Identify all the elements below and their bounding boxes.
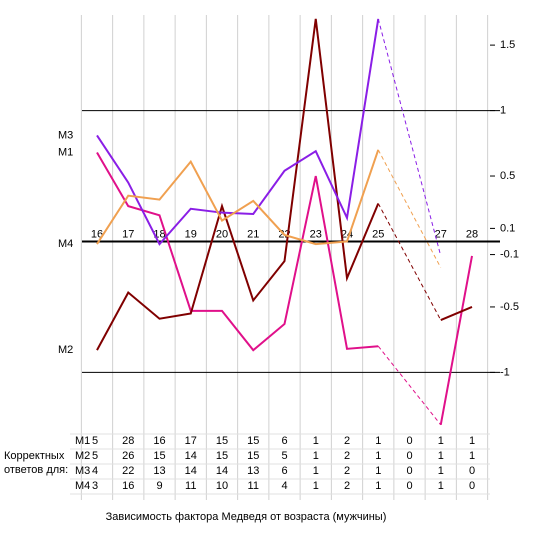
count: 4 — [281, 480, 287, 492]
count: 1 — [469, 435, 475, 447]
count: 15 — [153, 450, 165, 462]
count: 10 — [216, 480, 228, 492]
legend-label: M4 — [58, 238, 73, 250]
count: 15 — [247, 450, 259, 462]
count: 5 — [92, 450, 98, 462]
x-tick-label: 25 — [372, 228, 384, 240]
count: 22 — [122, 465, 134, 477]
count: 15 — [216, 435, 228, 447]
count: 13 — [153, 465, 165, 477]
count: 0 — [406, 480, 412, 492]
count: 2 — [344, 450, 350, 462]
table-row-label: M2 — [75, 450, 90, 462]
x-tick-label: 21 — [247, 228, 259, 240]
table-row-label: M1 — [75, 435, 90, 447]
count: 26 — [122, 450, 134, 462]
table-label: Корректных — [4, 450, 65, 462]
count: 11 — [248, 480, 259, 492]
chart-title: Зависимость фактора Медведя от возраста … — [106, 511, 387, 523]
y-tick-label: 0.5 — [500, 170, 515, 182]
series-line — [96, 18, 473, 351]
count: 1 — [438, 480, 444, 492]
count: 5 — [281, 450, 287, 462]
table-row-label: M4 — [75, 480, 90, 492]
x-tick-label: 17 — [122, 228, 134, 240]
y-tick-label: 1.5 — [500, 39, 515, 51]
count: 15 — [216, 450, 228, 462]
gap-bridge — [377, 149, 442, 268]
y-tick-label: -0.5 — [500, 301, 519, 313]
y-tick-label: -0.1 — [500, 248, 519, 260]
count: 4 — [92, 465, 98, 477]
count: 6 — [281, 435, 287, 447]
count: 2 — [344, 465, 350, 477]
series-line — [96, 151, 473, 425]
count: 3 — [92, 480, 98, 492]
count: 1 — [313, 480, 319, 492]
table-label: ответов для: — [4, 464, 68, 476]
y-tick-label: -1 — [500, 366, 510, 378]
legend-label: M1 — [58, 146, 73, 158]
count: 1 — [375, 480, 381, 492]
count: 2 — [344, 480, 350, 492]
y-tick-label: 0.1 — [500, 222, 515, 234]
gap-bridge — [377, 203, 442, 321]
count: 1 — [438, 435, 444, 447]
count: 6 — [281, 465, 287, 477]
legend-label: M3 — [58, 129, 73, 141]
count: 14 — [185, 465, 197, 477]
legend-label: M2 — [58, 344, 73, 356]
count: 13 — [247, 465, 259, 477]
count: 0 — [406, 465, 412, 477]
x-tick-label: 19 — [185, 228, 197, 240]
count: 1 — [375, 450, 381, 462]
x-tick-label: 23 — [310, 228, 322, 240]
count: 1 — [438, 465, 444, 477]
count: 14 — [185, 450, 197, 462]
count: 0 — [469, 465, 475, 477]
count: 1 — [469, 450, 475, 462]
count: 0 — [469, 480, 475, 492]
x-tick-label: 27 — [435, 228, 447, 240]
count: 17 — [185, 435, 197, 447]
count: 1 — [438, 450, 444, 462]
count: 16 — [153, 435, 165, 447]
gap-bridge — [377, 345, 442, 426]
x-tick-label: 28 — [466, 228, 478, 240]
count: 1 — [313, 450, 319, 462]
count: 5 — [92, 435, 98, 447]
y-tick-label: 1 — [500, 104, 506, 116]
gap-bridge — [377, 18, 442, 257]
count: 15 — [247, 435, 259, 447]
table-row-label: M3 — [75, 465, 90, 477]
count: 28 — [122, 435, 134, 447]
count: 2 — [344, 435, 350, 447]
count: 1 — [375, 465, 381, 477]
count: 16 — [122, 480, 134, 492]
count: 0 — [406, 435, 412, 447]
count: 0 — [406, 450, 412, 462]
count: 14 — [216, 465, 228, 477]
count: 9 — [156, 480, 162, 492]
count: 1 — [313, 465, 319, 477]
count: 1 — [313, 435, 319, 447]
x-tick-label: 20 — [216, 228, 228, 240]
x-tick-label: 16 — [91, 228, 103, 240]
count: 1 — [375, 435, 381, 447]
count: 11 — [185, 480, 196, 492]
